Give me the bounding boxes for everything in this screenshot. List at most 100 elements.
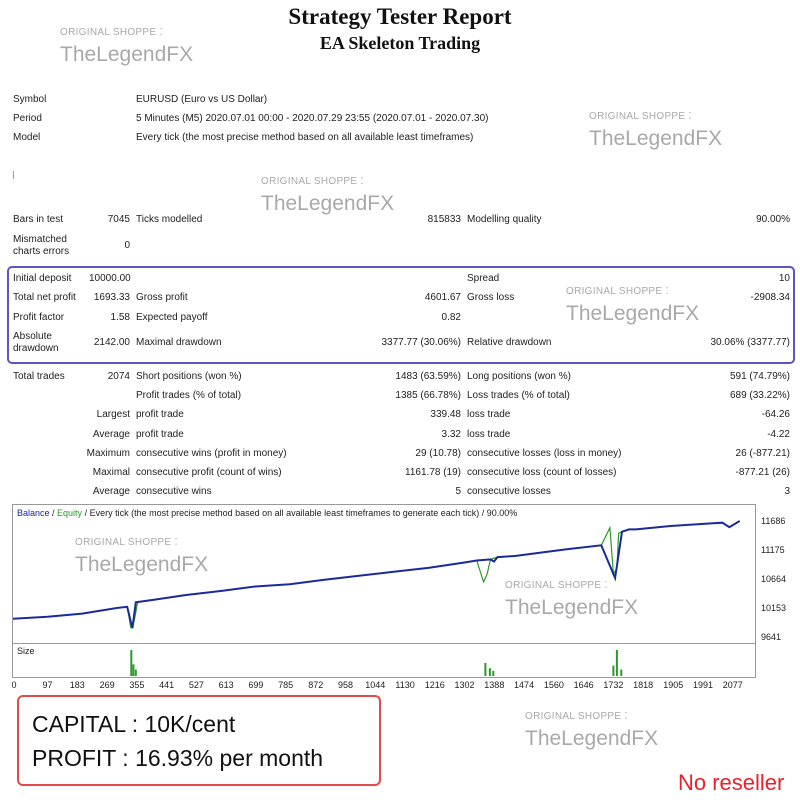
net-profit-value: 1693.33 bbox=[93, 292, 130, 303]
x-tick-label: 1818 bbox=[633, 680, 654, 690]
largest-profit-value: 339.48 bbox=[430, 409, 461, 420]
gross-loss-value: -2908.34 bbox=[750, 292, 790, 303]
long-positions-value: 591 (74.79%) bbox=[729, 371, 790, 382]
max-cons-losses-value: 26 (-877.21) bbox=[735, 448, 790, 459]
avg-cons-wins-label: consecutive wins bbox=[136, 486, 212, 497]
total-trades-label: Total trades bbox=[13, 371, 65, 382]
watermark: ORIGINAL SHOPPE ⁚ TheLegendFX bbox=[60, 27, 193, 67]
bars-value: 7045 bbox=[107, 214, 130, 225]
x-tick-label: 269 bbox=[99, 680, 115, 690]
watermark: ORIGINAL SHOPPE ⁚ TheLegendFX bbox=[505, 580, 638, 620]
no-reseller-note: No reseller bbox=[678, 770, 785, 795]
max-drawdown-value: 3377.77 (30.06%) bbox=[381, 337, 461, 348]
balance-line bbox=[13, 520, 741, 629]
average-loss-label: loss trade bbox=[467, 429, 511, 440]
x-tick-label: 0 bbox=[11, 680, 17, 690]
watermark: ORIGINAL SHOPPE ⁚ TheLegendFX bbox=[75, 537, 208, 577]
results-box bbox=[7, 266, 795, 364]
short-positions-value: 1483 (63.59%) bbox=[395, 371, 461, 382]
max-drawdown-label: Maximal drawdown bbox=[136, 337, 222, 348]
size-bar bbox=[612, 665, 615, 676]
watermark-brand: TheLegendFX bbox=[566, 302, 700, 325]
x-tick-label: 785 bbox=[278, 680, 294, 690]
avg-cons-losses-value: 3 bbox=[784, 486, 790, 497]
watermark: ORIGINAL SHOPPE ⁚ TheLegendFX bbox=[589, 111, 722, 151]
y-tick-label: 9641 bbox=[761, 632, 782, 642]
x-tick-label: 183 bbox=[69, 680, 85, 690]
largest-profit-label: profit trade bbox=[136, 409, 184, 420]
size-bar bbox=[488, 668, 491, 676]
quality-value: 90.00% bbox=[756, 214, 790, 225]
expected-payoff-label: Expected payoff bbox=[136, 312, 208, 323]
watermark-brand: TheLegendFX bbox=[261, 192, 395, 215]
watermark-brand: TheLegendFX bbox=[60, 43, 194, 66]
maximal-cons-profit-value: 1161.78 (19) bbox=[405, 467, 461, 478]
x-tick-label: 527 bbox=[188, 680, 204, 690]
bars-label: Bars in test bbox=[13, 214, 64, 225]
mismatch-label: charts errors bbox=[13, 246, 70, 257]
mismatch-value: 0 bbox=[124, 240, 130, 251]
y-tick-label: 10153 bbox=[761, 603, 787, 614]
x-tick-label: 1646 bbox=[573, 680, 594, 690]
watermark-caption: ORIGINAL SHOPPE ⁚ bbox=[75, 537, 178, 548]
profit-factor-label: Profit factor bbox=[13, 312, 65, 323]
period-value: 5 Minutes (M5) 2020.07.01 00:00 - 2020.0… bbox=[136, 113, 489, 124]
balance-chart: Balance / Equity / Every tick (the most … bbox=[12, 504, 756, 644]
size-bar bbox=[620, 669, 623, 676]
avg-cons-losses-label: consecutive losses bbox=[467, 486, 551, 497]
watermark-brand: TheLegendFX bbox=[75, 553, 209, 576]
y-tick-label: 10664 bbox=[761, 574, 787, 585]
promo-box bbox=[17, 695, 381, 786]
average-label: Average bbox=[92, 429, 130, 440]
x-tick-label: 1130 bbox=[395, 680, 415, 690]
abs-drawdown-value: 2142.00 bbox=[93, 337, 130, 348]
divider-mark bbox=[13, 171, 14, 179]
report-title: Strategy Tester Report bbox=[288, 4, 512, 29]
y-tick-label: 11686 bbox=[761, 516, 786, 527]
spread-label: Spread bbox=[467, 273, 500, 284]
size-bar bbox=[492, 670, 495, 676]
ticks-value: 815833 bbox=[427, 214, 461, 225]
x-tick-label: 699 bbox=[248, 680, 264, 690]
average-profit-label: profit trade bbox=[136, 429, 184, 440]
x-tick-label: 355 bbox=[129, 680, 145, 690]
spread-value: 10 bbox=[778, 273, 790, 284]
maximal-label: Maximal bbox=[92, 467, 130, 478]
model-value: Every tick (the most precise method base… bbox=[136, 132, 474, 143]
symbol-label: Symbol bbox=[13, 94, 47, 105]
x-tick-label: 613 bbox=[218, 680, 234, 690]
x-tick-label: 1302 bbox=[454, 680, 475, 690]
watermark: ORIGINAL SHOPPE ⁚ TheLegendFX bbox=[261, 176, 394, 216]
abs-drawdown-label: drawdown bbox=[13, 343, 59, 354]
long-positions-label: Long positions (won %) bbox=[467, 371, 571, 382]
watermark: ORIGINAL SHOPPE ⁚ TheLegendFX bbox=[525, 711, 658, 751]
average-loss-value: -4.22 bbox=[767, 429, 790, 440]
gross-profit-value: 4601.67 bbox=[424, 292, 461, 303]
profit-factor-value: 1.58 bbox=[110, 312, 130, 323]
legend-equity: Equity bbox=[57, 508, 83, 518]
symbol-value: EURUSD (Euro vs US Dollar) bbox=[136, 94, 268, 105]
chart-header: Balance / Equity / Every tick (the most … bbox=[17, 508, 517, 518]
max-cons-wins-label: consecutive wins (profit in money) bbox=[136, 448, 287, 459]
largest-loss-value: -64.26 bbox=[761, 409, 790, 420]
watermark-caption: ORIGINAL SHOPPE ⁚ bbox=[505, 580, 608, 591]
x-tick-label: 1044 bbox=[365, 680, 386, 690]
profit-trades-label: Profit trades (% of total) bbox=[136, 390, 242, 401]
size-bar bbox=[615, 650, 618, 676]
ticks-label: Ticks modelled bbox=[136, 214, 203, 225]
watermark: ORIGINAL SHOPPE ⁚ TheLegendFX bbox=[566, 286, 699, 326]
model-label: Model bbox=[13, 132, 41, 143]
promo-profit: PROFIT : 16.93% per month bbox=[32, 745, 324, 771]
x-tick-label: 1388 bbox=[484, 680, 505, 690]
chart-model-text: / Every tick (the most precise method ba… bbox=[82, 508, 518, 518]
average-profit-value: 3.32 bbox=[441, 429, 461, 440]
maximum-label: Maximum bbox=[86, 448, 130, 459]
watermark-caption: ORIGINAL SHOPPE ⁚ bbox=[589, 111, 692, 122]
rel-drawdown-value: 30.06% (3377.77) bbox=[710, 337, 790, 348]
expected-payoff-value: 0.82 bbox=[441, 312, 461, 323]
short-positions-label: Short positions (won %) bbox=[136, 371, 242, 382]
promo-capital: CAPITAL : 10K/cent bbox=[32, 711, 236, 737]
mismatch-label: Mismatched bbox=[13, 234, 67, 245]
watermark-caption: ORIGINAL SHOPPE ⁚ bbox=[60, 27, 163, 38]
initial-deposit-label: Initial deposit bbox=[13, 273, 72, 284]
